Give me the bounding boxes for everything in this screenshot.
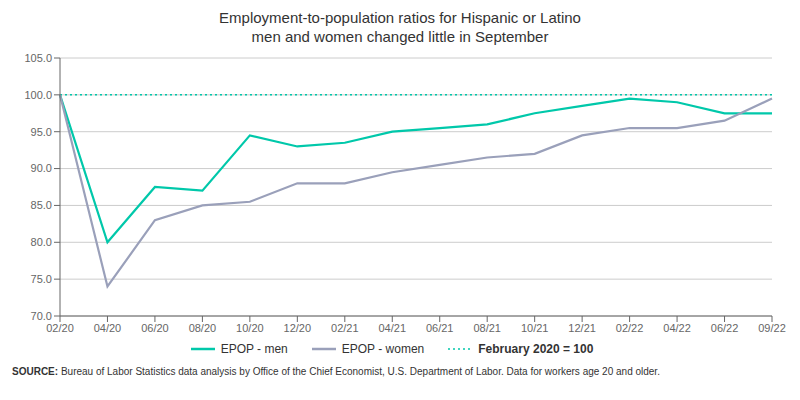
svg-text:06/22: 06/22 (711, 322, 739, 334)
svg-text:02/22: 02/22 (616, 322, 644, 334)
html-text:Employment-to-population ratio: Employment-to-population ratios for Hisp… (219, 9, 581, 45)
svg-text:06/20: 06/20 (141, 322, 169, 334)
html-text:February 2020 = 100: February 2020 = 100 (478, 342, 594, 356)
svg-text:12/21: 12/21 (568, 322, 596, 334)
svg-text:100.0: 100.0 (24, 89, 52, 101)
svg-text:04/21: 04/21 (379, 322, 407, 334)
svg-text:08/21: 08/21 (473, 322, 501, 334)
svg-text:12/20: 12/20 (284, 322, 312, 334)
svg-text:75.0: 75.0 (31, 273, 52, 285)
svg-text:02/21: 02/21 (331, 322, 359, 334)
svg-text:08/20: 08/20 (189, 322, 217, 334)
svg-text:95.0: 95.0 (31, 126, 52, 138)
svg-text:70.0: 70.0 (31, 310, 52, 322)
svg-text:02/20: 02/20 (46, 322, 74, 334)
svg-text:105.0: 105.0 (24, 52, 52, 64)
svg-text:90.0: 90.0 (31, 162, 52, 174)
svg-text:80.0: 80.0 (31, 236, 52, 248)
html-text:EPOP - men: EPOP - men (220, 342, 288, 356)
svg-text:04/20: 04/20 (94, 322, 122, 334)
svg-text:09/22: 09/22 (758, 322, 786, 334)
html-text:EPOP - women: EPOP - women (341, 342, 425, 356)
svg-text:10/21: 10/21 (521, 322, 549, 334)
svg-text:04/22: 04/22 (663, 322, 691, 334)
svg-text:85.0: 85.0 (31, 199, 52, 211)
svg-text:10/20: 10/20 (236, 322, 264, 334)
svg-text:06/21: 06/21 (426, 322, 454, 334)
html-text:SOURCE: Bureau of Labor Statis: SOURCE: Bureau of Labor Statistics data … (12, 366, 660, 377)
